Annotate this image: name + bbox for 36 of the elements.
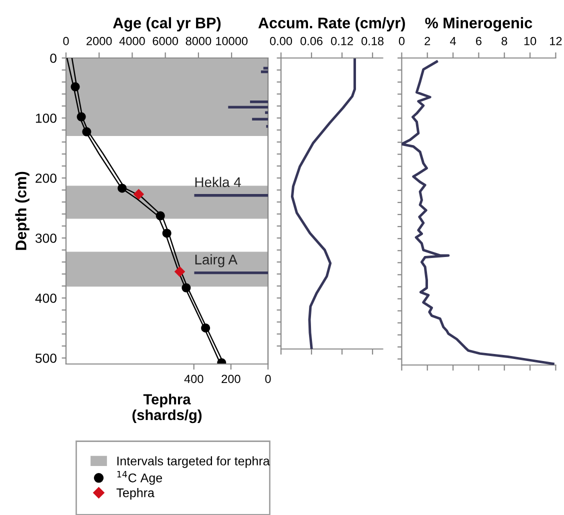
legend-label: Tephra bbox=[116, 488, 154, 500]
x-tick-label: 6 bbox=[476, 36, 482, 46]
x-axis-title: Age (cal yr BP) bbox=[113, 17, 221, 32]
x-tick-label: 4 bbox=[450, 37, 456, 46]
x-tick-label: 8000 bbox=[186, 36, 212, 46]
x-tick-label: 2 bbox=[424, 36, 430, 46]
y-tick-label: 200 bbox=[36, 174, 56, 183]
annotation: Hekla 4 bbox=[195, 176, 241, 188]
legend-label: $^{14}$C Age bbox=[117, 471, 162, 485]
x-tick-label: 10 bbox=[524, 36, 536, 46]
x-tick-label: 0.00 bbox=[270, 36, 292, 46]
x-tick-label: 0 bbox=[398, 36, 405, 46]
x-axis-title: % Minerogenic bbox=[425, 17, 532, 32]
y-tick-label: 0 bbox=[50, 54, 56, 63]
y-tick-label: 500 bbox=[35, 354, 56, 363]
x-tick-label: 400 bbox=[184, 374, 204, 384]
x-tick-label: 0.18 bbox=[362, 36, 384, 46]
y-tick-label: 300 bbox=[35, 234, 56, 243]
annotation: Lairg A bbox=[195, 254, 238, 268]
x-tick-label: 4000 bbox=[119, 36, 145, 46]
x-tick-label: 10000 bbox=[216, 36, 248, 46]
x-tick-label: 0 bbox=[63, 36, 69, 46]
y-tick-label: 100 bbox=[36, 114, 56, 123]
x-axis-title: Accum. Rate (cm/yr) bbox=[258, 17, 405, 32]
x-tick-label: 6000 bbox=[152, 36, 178, 46]
y-axis-title: Depth (cm) bbox=[15, 172, 30, 250]
x-tick-label: 0 bbox=[265, 374, 271, 384]
x-tick-label: 200 bbox=[222, 374, 240, 384]
legend-label: Intervals targeted for tephra bbox=[117, 456, 270, 468]
x-tick-label: 0.12 bbox=[330, 36, 353, 46]
x-tick-label: 12 bbox=[550, 36, 562, 46]
x-tick-label: 8 bbox=[502, 36, 508, 46]
y-tick-label: 400 bbox=[35, 294, 56, 303]
x-tick-label: 0.06 bbox=[300, 36, 322, 46]
x-axis-title: Tephra (shards/g) bbox=[132, 394, 202, 424]
x-tick-label: 2000 bbox=[86, 36, 112, 46]
